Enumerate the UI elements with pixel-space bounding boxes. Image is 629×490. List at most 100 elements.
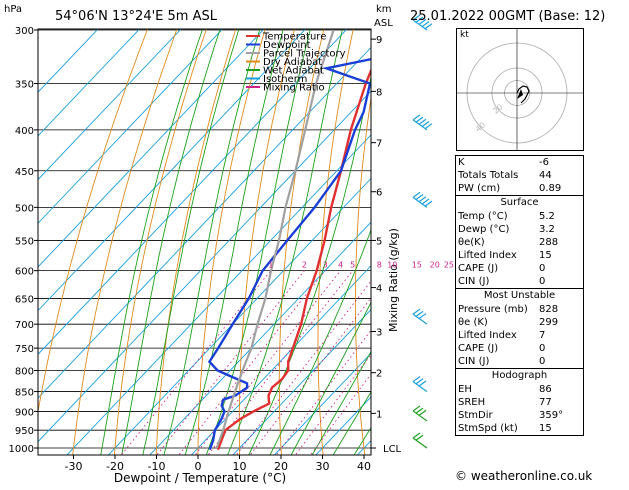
index-row: Totals Totals 44 (456, 169, 583, 182)
index-value: 288 (539, 237, 559, 248)
height-tick-label: 3 (376, 328, 382, 339)
index-value: 3.2 (539, 224, 555, 235)
index-label: Pressure (mb) (458, 304, 528, 315)
height-axis: 1 2 3 4 5 6 7 8 9 (371, 35, 382, 449)
index-row: Temp (°C) 5.2 (456, 210, 583, 223)
index-value: 77 (539, 397, 552, 408)
x-axis-label: Dewpoint / Temperature (°C) (114, 471, 286, 485)
mixing-ratio-label: 4 (338, 261, 343, 270)
isotherm-line (38, 29, 141, 137)
isotherm-line (38, 29, 348, 355)
index-value: 7 (539, 330, 546, 341)
dry-adiabat-line (278, 29, 325, 455)
index-label: CAPE (J) (458, 343, 499, 354)
wind-barb-feather (415, 194, 424, 201)
index-value: 0 (539, 276, 546, 287)
temperature-tick-label: 10 (233, 460, 247, 473)
pressure-tick-label: 400 (15, 126, 34, 137)
index-row: Lifted Index 7 (456, 329, 583, 342)
dry-adiabat-line (155, 29, 237, 455)
pressure-tick-label: 700 (15, 320, 34, 331)
mixing-ratio-label: 20 (430, 261, 440, 270)
hodograph-heading: Hodograph (456, 368, 583, 383)
series-temperature-line (216, 67, 371, 451)
legend-label: Parcel Trajectory (263, 49, 346, 60)
wind-barb-feather (418, 196, 427, 203)
index-row: StmSpd (kt) 15 (456, 422, 583, 435)
index-label: CIN (J) (458, 276, 490, 287)
mixing-ratio-label: 15 (412, 261, 422, 270)
index-label: StmSpd (kt) (458, 423, 518, 434)
mixing-ratio-label: 10 (387, 261, 397, 270)
isotherm-line (38, 90, 371, 443)
wind-barb-staff (412, 410, 428, 422)
height-tick-label: 4 (376, 284, 382, 295)
index-label: K (458, 157, 465, 168)
lcl-label: LCL (383, 444, 402, 455)
index-row: EH 86 (456, 383, 583, 396)
height-tick-label: 5 (376, 236, 382, 247)
index-value: -6 (539, 157, 549, 168)
pressure-axis: 300 350 400 450 500 550 600 650 700 750 800 850 900 9… (9, 26, 38, 455)
wind-barb-feather (424, 23, 433, 30)
legend-label: Mixing Ratio (263, 83, 325, 94)
wind-barb-feather (418, 118, 427, 125)
mixing-ratio-line (156, 270, 305, 455)
temperature-tick-label: -20 (106, 460, 124, 473)
date-label: 25.01.2022 00GMT (Base: 12) (410, 9, 605, 24)
wind-barb-feather (412, 308, 421, 315)
wind-barbs (412, 14, 433, 449)
hodograph-panel: 20 40 kt (456, 28, 584, 151)
mixing-ratio-line (235, 280, 371, 455)
wind-barb-feather (412, 432, 421, 439)
index-label: CAPE (J) (458, 263, 499, 274)
index-row: StmDir 359° (456, 409, 583, 422)
index-row: CAPE (J) 0 (456, 342, 583, 355)
mixing-ratio-line (275, 329, 371, 455)
index-label: Lifted Index (458, 250, 517, 261)
wind-barb (412, 191, 433, 208)
wind-barb-feather (415, 378, 424, 385)
wind-barb-feather (412, 405, 421, 412)
wind-barb-feather (415, 407, 424, 414)
wind-barb-feather (412, 114, 421, 121)
legend-label: Isotherm (263, 74, 307, 85)
mixing-ratio-label: 2 (302, 261, 307, 270)
mixing-ratio-line (194, 270, 341, 455)
mixing-ratio-label: 25 (444, 261, 454, 270)
index-row: K -6 (456, 156, 583, 169)
isotherm-line (38, 46, 371, 399)
index-value: 0 (539, 356, 546, 367)
dry-adiabat-line (113, 29, 207, 455)
isotherm-line (107, 177, 371, 455)
index-label: PW (cm) (458, 183, 501, 194)
wet-adiabat-line (332, 391, 371, 455)
wet-adiabat-line (163, 29, 261, 455)
temperature-tick-label: -10 (148, 460, 166, 473)
mixing-ratio-line (249, 297, 371, 455)
isotherm-line (149, 221, 371, 455)
legend-label: Dry Adiabat (263, 57, 322, 68)
wind-barb-feather (415, 16, 424, 23)
skewt-grid (38, 29, 371, 455)
height-tick-label: 6 (376, 188, 382, 199)
index-row: SREH 77 (456, 396, 583, 409)
index-row: Pressure (mb) 828 (456, 303, 583, 316)
temperature-tick-label: 0 (195, 460, 202, 473)
index-value: 15 (539, 250, 552, 261)
isotherm-line (38, 29, 307, 312)
pressure-tick-label: 650 (15, 294, 34, 305)
index-row: θe (K) 299 (456, 316, 583, 329)
index-label: Lifted Index (458, 330, 517, 341)
wind-barb-feather (421, 21, 430, 28)
height-tick-label: 2 (376, 369, 382, 380)
pressure-tick-label: 450 (15, 167, 34, 178)
index-value: 0.89 (539, 183, 562, 194)
mixing-ratio-line (309, 373, 371, 455)
wind-barb-feather (418, 380, 427, 387)
wind-barb-feather (418, 313, 427, 320)
wind-barb-staff (412, 381, 428, 393)
index-label: SREH (458, 397, 486, 408)
wind-barb-staff (412, 313, 428, 325)
